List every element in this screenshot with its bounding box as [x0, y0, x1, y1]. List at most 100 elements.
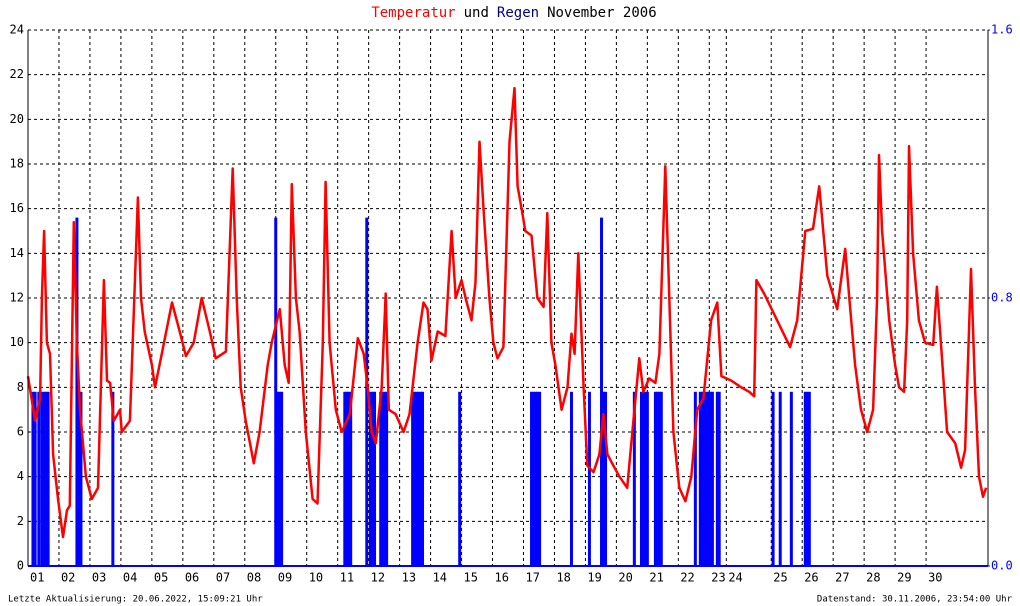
- rain-bar: [715, 391, 719, 566]
- x-tick-label: 30: [928, 571, 942, 585]
- x-tick-label: 21: [649, 571, 663, 585]
- y2-tick-label: 1.6: [991, 23, 1013, 37]
- title-part: November 2006: [547, 5, 657, 21]
- x-tick-label: 26: [804, 571, 818, 585]
- x-tick-label: 18: [556, 571, 570, 585]
- rain-bar: [347, 391, 351, 566]
- rain-bar: [411, 391, 415, 566]
- x-tick-label: 20: [618, 571, 632, 585]
- x-tick-label: 24: [728, 571, 742, 585]
- x-tick-label: 08: [247, 571, 261, 585]
- x-tick-label: 13: [402, 571, 416, 585]
- rain-bar: [641, 391, 645, 566]
- x-tick-label: 19: [587, 571, 601, 585]
- rain-bar: [604, 391, 608, 566]
- rain-bar: [700, 391, 704, 566]
- rain-bar: [655, 391, 659, 566]
- rain-bar: [569, 391, 573, 566]
- rain-bar: [645, 391, 649, 566]
- rain-bar: [343, 391, 347, 566]
- x-tick-label: 06: [185, 571, 199, 585]
- rain-bar: [771, 391, 775, 566]
- rain-bar: [371, 391, 375, 566]
- rain-bar: [693, 391, 697, 566]
- rain-bar: [643, 391, 647, 566]
- y-tick-label: 22: [10, 67, 24, 81]
- y-tick-label: 6: [17, 425, 24, 439]
- x-tick-label: 10: [309, 571, 323, 585]
- y2-tick-label: 0.8: [991, 291, 1013, 305]
- x-tick-label: 15: [464, 571, 478, 585]
- footer-left: Letzte Aktualisierung: 20.06.2022, 15:09…: [8, 595, 263, 605]
- rain-bar: [419, 391, 423, 566]
- rain-bar: [704, 391, 708, 566]
- rain-bar: [659, 391, 663, 566]
- y-tick-label: 24: [10, 23, 24, 37]
- x-tick-label: 27: [835, 571, 849, 585]
- rain-bar: [601, 391, 605, 566]
- rain-bar: [111, 391, 115, 566]
- x-tick-label: 01: [30, 571, 44, 585]
- rain-bar: [708, 391, 712, 566]
- rain-bar: [657, 391, 661, 566]
- rain-bar: [587, 391, 591, 566]
- rain-bar: [534, 391, 538, 566]
- x-tick-label: 12: [371, 571, 385, 585]
- rain-bar: [698, 391, 702, 566]
- y-tick-label: 10: [10, 335, 24, 349]
- temperature-line: [26, 86, 988, 539]
- rain-bar: [385, 391, 389, 566]
- rain-bar: [530, 391, 534, 566]
- rain-bar: [653, 391, 657, 566]
- y-tick-label: 0: [17, 559, 24, 573]
- y-tick-label: 18: [10, 157, 24, 171]
- x-tick-label: 25: [773, 571, 787, 585]
- rain-bar: [706, 391, 710, 566]
- rain-bar: [417, 391, 421, 566]
- y-tick-label: 12: [10, 291, 24, 305]
- y-tick-label: 2: [17, 514, 24, 528]
- rain-bar: [31, 391, 35, 566]
- rain-bar: [535, 391, 539, 566]
- rain-bar: [349, 391, 353, 566]
- rain-bar: [383, 391, 387, 566]
- x-tick-label: 04: [123, 571, 137, 585]
- rain-bar: [632, 391, 636, 566]
- x-tick-label: 07: [216, 571, 230, 585]
- rain-bar: [37, 391, 41, 566]
- rain-bar: [412, 391, 416, 566]
- y-tick-label: 8: [17, 380, 24, 394]
- rain-bar: [278, 391, 282, 566]
- x-tick-label: 09: [278, 571, 292, 585]
- x-tick-label: 28: [866, 571, 880, 585]
- title-part: und: [464, 5, 489, 21]
- rain-bar: [369, 391, 373, 566]
- chart-title: Temperatur und Regen November 2006: [371, 5, 656, 21]
- rain-bar: [40, 391, 44, 566]
- y-tick-label: 16: [10, 201, 24, 215]
- x-tick-label: 29: [897, 571, 911, 585]
- rain-bar: [379, 391, 383, 566]
- title-part: Regen: [497, 5, 539, 21]
- rain-bar: [77, 391, 81, 566]
- rain-bar: [807, 391, 811, 566]
- rain-bar: [458, 391, 462, 566]
- rain-bar: [46, 391, 50, 566]
- rain-bar: [803, 391, 807, 566]
- rain-bar: [710, 391, 714, 566]
- rain-bar: [79, 391, 83, 566]
- y-tick-label: 20: [10, 112, 24, 126]
- rain-bar: [600, 217, 604, 566]
- rain-bar: [778, 391, 782, 566]
- x-tick-label: 22: [680, 571, 694, 585]
- rain-bar: [33, 391, 37, 566]
- rain-bar: [381, 391, 385, 566]
- y2-tick-label: 0.0: [991, 559, 1013, 573]
- rain-bar: [805, 391, 809, 566]
- rain-bar: [75, 217, 79, 566]
- rain-bar: [531, 391, 535, 566]
- y-tick-label: 4: [17, 469, 24, 483]
- rain-bar: [789, 391, 793, 566]
